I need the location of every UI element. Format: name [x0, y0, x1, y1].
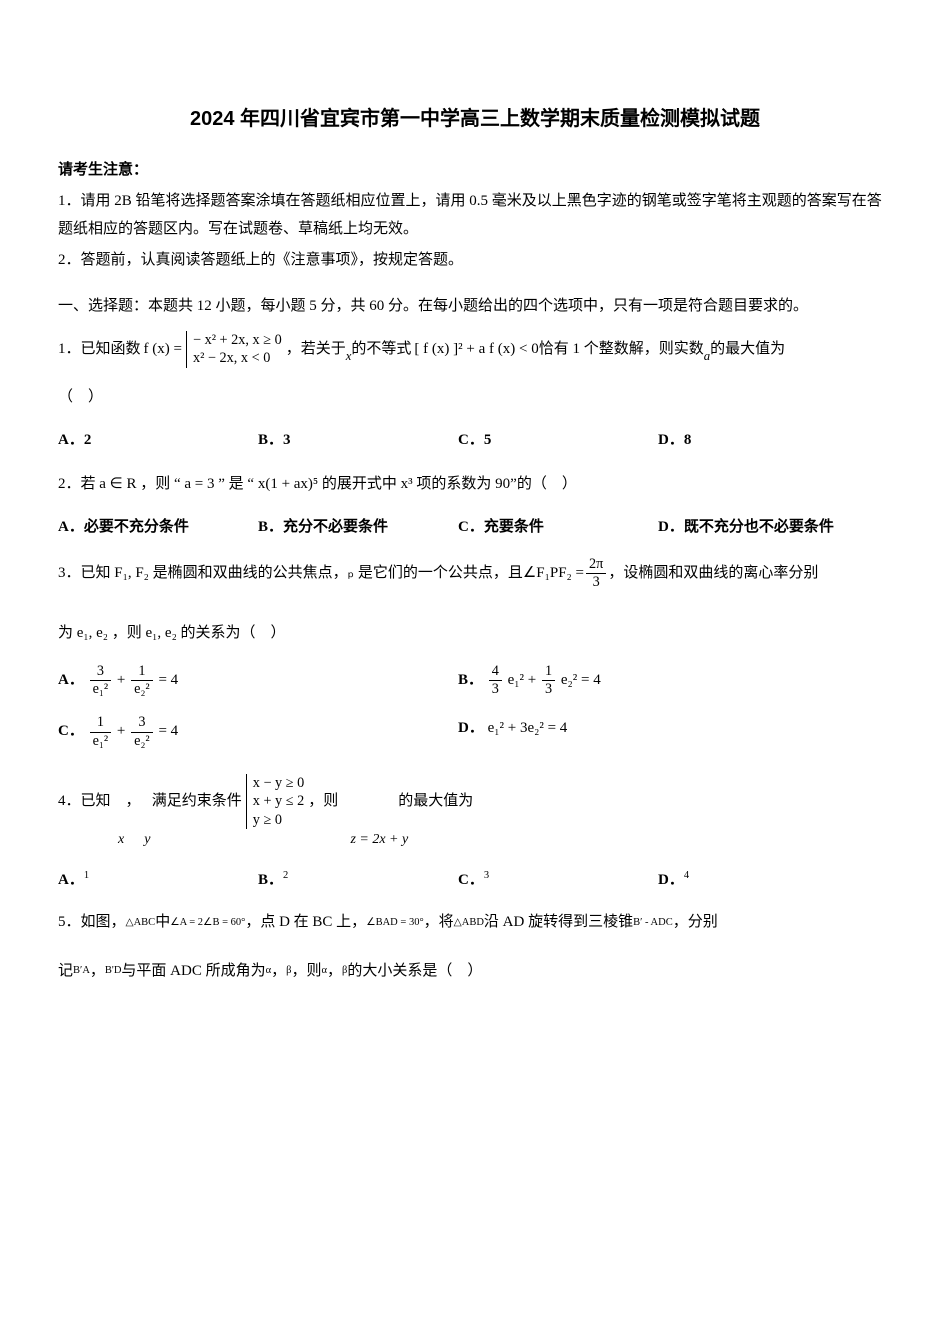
q5-line2b: 与平面 ADC 所成角为 — [121, 957, 265, 986]
q3-a-frac1: 3 e₁² — [90, 663, 112, 698]
notice-block: 请考生注意： 1．请用 2B 铅笔将选择题答案涂填在答题纸相应位置上，请用 0.… — [58, 156, 892, 274]
q4-c3: y ≥ 0 — [253, 811, 304, 830]
q2-option-a: A．必要不充分条件 — [58, 513, 258, 542]
q1-mid1: ，若关于 — [286, 335, 346, 364]
q3-frac-num: 2π — [586, 556, 606, 574]
q3-b-frac2: 1 3 — [542, 663, 555, 698]
q3-options-row2: C． 1 e₁² + 3 e₂² = 4 D． e₁² + 3e₂² = 4 — [58, 714, 892, 749]
q3-c-pre: C． — [58, 723, 84, 739]
q2-option-b: B．充分不必要条件 — [258, 513, 458, 542]
q4-tail: 的最大值为 — [398, 787, 473, 816]
question-3: 3．已知 F₁, F₂ 是椭圆和双曲线的公共焦点，ₚ 是它们的一个公共点，且 ∠… — [58, 556, 892, 750]
q4-option-d: D．4 — [658, 866, 858, 895]
q1-fx: f (x) = — [144, 335, 182, 364]
q5-comma3: ， — [327, 957, 342, 986]
q5-line2c: ，则 — [291, 957, 321, 986]
q5-line2d: 的大小关系是（ ） — [347, 957, 482, 986]
notice-header: 请考生注意： — [58, 156, 892, 185]
q1-piece-1: − x² + 2x, x ≥ 0 — [193, 331, 282, 350]
q3-b-frac1: 4 3 — [489, 663, 502, 698]
notice-line-2: 2．答题前，认真阅读答题纸上的《注意事项》，按规定答题。 — [58, 246, 892, 275]
question-5: 5．如图， △ABC 中 ∠A = 2∠B = 60° ，点 D 在 BC 上，… — [58, 908, 892, 985]
q5-mid3: ，将 — [424, 908, 454, 937]
q3-prefix: 3．已知 F₁, F₂ 是椭圆和双曲线的公共焦点，ₚ 是它们的一个公共点，且 — [58, 559, 523, 588]
q5-mid4: 沿 AD 旋转得到三棱锥 — [484, 908, 633, 937]
q2-option-c: C．充要条件 — [458, 513, 658, 542]
q1-ineq: [ f (x) ]² + a f (x) < 0 — [414, 335, 538, 364]
q5-angA: ∠A = 2∠B = 60° — [170, 913, 245, 933]
q1-option-b: B．3 — [258, 426, 458, 455]
q5-tri2: △ABD — [454, 913, 484, 933]
q3-c-frac2: 3 e₂² — [131, 714, 153, 749]
q3-d-body: e₁² + 3e₂² = 4 — [488, 720, 568, 736]
q4-option-c: C．3 — [458, 866, 658, 895]
q4-mid: ，则 — [308, 787, 338, 816]
q2-options: A．必要不充分条件 B．充分不必要条件 C．充要条件 D．既不充分也不必要条件 — [58, 513, 892, 542]
q3-c-frac1: 1 e₁² — [90, 714, 112, 749]
q5-obj: B′ - ADC — [633, 913, 673, 933]
exam-page: 2024 年四川省宜宾市第一中学高三上数学期末质量检测模拟试题 请考生注意： 1… — [0, 0, 950, 1344]
q1-paren: （ ） — [58, 383, 892, 412]
q1-option-d: D．8 — [658, 426, 858, 455]
page-title: 2024 年四川省宜宾市第一中学高三上数学期末质量检测模拟试题 — [58, 100, 892, 138]
q1-option-c: C．5 — [458, 426, 658, 455]
q3-frac-den: 3 — [586, 574, 606, 591]
q5-angBAD: ∠BAD = 30° — [366, 913, 423, 933]
q3-angle-lhs: ∠F₁PF₂ = — [523, 559, 584, 588]
q1-piece-2: x² − 2x, x < 0 — [193, 349, 282, 368]
q1-mid2: 的不等式 — [351, 335, 411, 364]
q1-mid3: 恰有 1 个整数解，则实数 — [539, 335, 704, 364]
question-4: 4．已知 ， 满足约束条件 x − y ≥ 0 x + y ≤ 2 y ≥ 0 … — [58, 774, 892, 895]
q3-a-frac2: 1 e₂² — [131, 663, 153, 698]
q4-x: x — [118, 827, 124, 854]
q3-line2: 为 e₁, e₂ ，则 e₁, e₂ 的关系为（ ） — [58, 619, 892, 648]
question-1: 1．已知函数 f (x) = − x² + 2x, x ≥ 0 x² − 2x,… — [58, 331, 892, 455]
q3-d-pre: D． — [458, 720, 484, 736]
q3-option-b: B． 4 3 e₁² + 1 3 e₂² = 4 — [458, 663, 858, 698]
q5-comma2: ， — [271, 957, 286, 986]
q5-mid2: ，点 D 在 BC 上， — [245, 908, 366, 937]
q3-a-pre: A． — [58, 672, 84, 688]
q5-pre: 5．如图， — [58, 908, 126, 937]
q4-c2: x + y ≤ 2 — [253, 792, 304, 811]
q5-tri: △ABC — [126, 913, 156, 933]
q3-angle-frac: 2π 3 — [586, 556, 606, 591]
q5-line2a: 记 — [58, 957, 73, 986]
q1-options: A．2 B．3 C．5 D．8 — [58, 426, 892, 455]
q3-option-c: C． 1 e₁² + 3 e₂² = 4 — [58, 714, 458, 749]
q4-c1: x − y ≥ 0 — [253, 774, 304, 793]
q1-option-a: A．2 — [58, 426, 258, 455]
q1-prefix: 1．已知函数 — [58, 335, 141, 364]
q4-options: A．1 B．2 C．3 D．4 — [58, 866, 892, 895]
q2-option-d: D．既不充分也不必要条件 — [658, 513, 858, 542]
q5-bd: B'D — [105, 961, 121, 981]
q3-tail1: ，设椭圆和双曲线的离心率分别 — [608, 559, 818, 588]
q5-ba: B′A — [73, 961, 90, 981]
q3-option-a: A． 3 e₁² + 1 e₂² = 4 — [58, 663, 458, 698]
q3-b-pre: B． — [458, 672, 483, 688]
q4-option-a: A．1 — [58, 866, 258, 895]
q4-constraints: x − y ≥ 0 x + y ≤ 2 y ≥ 0 — [246, 774, 304, 830]
q3-option-d: D． e₁² + 3e₂² = 4 — [458, 714, 858, 749]
question-2: 2．若 a ∈ R ，则 “ a = 3 ” 是 “ x(1 + ax)⁵ 的展… — [58, 470, 892, 542]
q4-option-b: B．2 — [258, 866, 458, 895]
q3-options-row1: A． 3 e₁² + 1 e₂² = 4 B． 4 3 e₁² + — [58, 663, 892, 698]
section-1-header: 一、选择题：本题共 12 小题，每小题 5 分，共 60 分。在每小题给出的四个… — [58, 292, 892, 321]
notice-line-1: 1．请用 2B 铅笔将选择题答案涂填在答题纸相应位置上，请用 0.5 毫米及以上… — [58, 187, 892, 244]
q1-piecewise: − x² + 2x, x ≥ 0 x² − 2x, x < 0 — [186, 331, 282, 368]
q5-mid1: 中 — [155, 908, 170, 937]
q5-comma1: ， — [90, 957, 105, 986]
q4-prefix: 4．已知 ， 满足约束条件 — [58, 787, 242, 816]
q5-mid5: ，分别 — [673, 908, 718, 937]
q4-z: z = 2x + y — [350, 827, 408, 854]
q1-tail: 的最大值为 — [710, 335, 785, 364]
q2-text: 2．若 a ∈ R ，则 “ a = 3 ” 是 “ x(1 + ax)⁵ 的展… — [58, 470, 892, 499]
q4-y: y — [144, 827, 150, 854]
